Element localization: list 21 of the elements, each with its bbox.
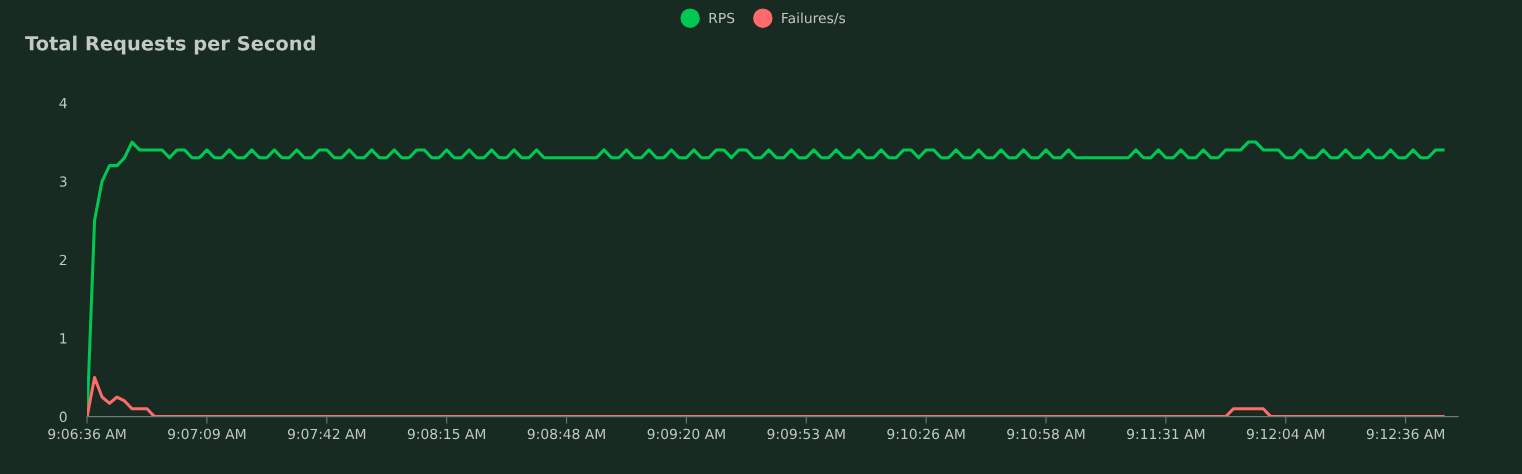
x-tick-label: 9:07:09 AM <box>168 428 246 440</box>
x-tick-label: 9:08:48 AM <box>527 428 605 440</box>
y-tick-label: 4 <box>59 98 67 109</box>
x-tick-label: 9:06:36 AM <box>48 428 126 440</box>
chart-title: Total Requests per Second <box>25 35 315 55</box>
x-tick-label: 9:09:20 AM <box>647 428 725 440</box>
y-tick-label: 1 <box>60 333 67 344</box>
x-tick-label: 9:12:36 AM <box>1366 428 1444 440</box>
x-tick-label: 9:10:26 AM <box>887 428 965 440</box>
x-tick-label: 9:07:42 AM <box>287 428 366 440</box>
y-tick-label: 0 <box>59 411 67 423</box>
legend-label: RPS <box>709 12 735 24</box>
y-tick-label: 3 <box>59 176 67 187</box>
y-tick-label: 2 <box>59 254 67 266</box>
x-tick-label: 9:10:58 AM <box>1007 428 1085 440</box>
x-tick-label: 9:11:31 AM <box>1127 428 1205 440</box>
line-series <box>87 375 1445 417</box>
x-tick-label: 9:09:53 AM <box>767 428 845 440</box>
x-tick-label: 9:08:15 AM <box>407 428 486 440</box>
x-tick-label: 9:12:04 AM <box>1246 428 1325 440</box>
legend-label: Failures/s <box>782 12 846 25</box>
